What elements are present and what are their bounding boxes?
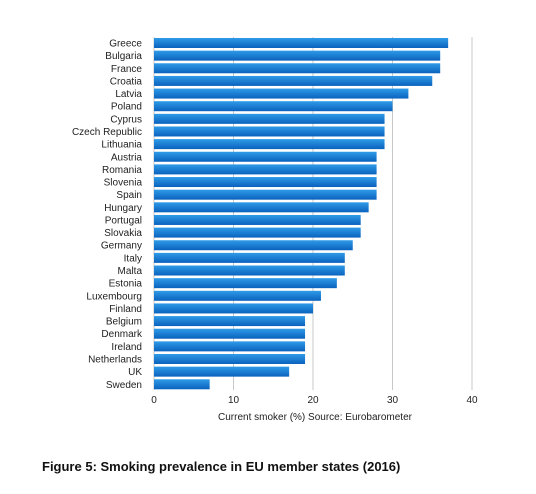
bar [154, 38, 449, 48]
category-label: Ireland [111, 342, 142, 353]
bar [154, 366, 290, 377]
category-label: France [111, 64, 143, 75]
x-tick-label: 40 [466, 395, 478, 406]
bar [154, 227, 361, 238]
category-label: Germany [101, 241, 142, 252]
bar [154, 75, 433, 86]
bar [154, 189, 377, 200]
category-label: Czech Republic [72, 127, 142, 138]
bar [154, 126, 385, 137]
bar [154, 50, 441, 61]
x-tick-label: 10 [228, 395, 240, 406]
bar [154, 328, 306, 339]
category-label: Bulgaria [105, 51, 142, 62]
bar [154, 354, 306, 364]
bar [154, 252, 345, 263]
category-label: Portugal [105, 215, 142, 226]
category-label: Slovenia [104, 178, 143, 189]
figure-caption: Figure 5: Smoking prevalence in EU membe… [42, 459, 401, 474]
bar [154, 164, 377, 175]
bar-chart: GreeceBulgariaFranceCroatiaLatviaPolandC… [72, 37, 478, 423]
category-label: Denmark [101, 329, 143, 340]
category-label: UK [128, 367, 142, 378]
category-label: Estonia [109, 279, 143, 290]
bar [154, 139, 385, 150]
x-tick-labels: 0 10 20 30 40 [151, 395, 478, 406]
bar [154, 63, 441, 74]
bar [154, 265, 345, 276]
x-tick-label: 20 [307, 395, 319, 406]
category-label: Italy [124, 253, 142, 264]
category-label: Latvia [115, 89, 142, 100]
bar [154, 341, 306, 352]
bar [154, 202, 369, 213]
bar [154, 278, 337, 289]
category-label: Poland [111, 102, 142, 113]
bar [154, 316, 306, 327]
bar [154, 303, 313, 314]
category-label: Malta [118, 266, 143, 277]
x-tick-label: 30 [387, 395, 399, 406]
bar [154, 290, 321, 301]
category-label: Slovakia [104, 228, 142, 239]
chart-container: Greece Bulgaria France Croatia Latvia Poland C… [72, 37, 478, 423]
category-label: Lithuania [101, 140, 142, 151]
x-tick-label: 0 [151, 395, 157, 406]
category-label: Netherlands [88, 355, 142, 366]
bar [154, 101, 393, 112]
bar [154, 151, 377, 162]
category-label: Hungary [104, 203, 142, 214]
bar [154, 379, 210, 390]
category-label: Romania [102, 165, 142, 176]
x-axis-label: Current smoker (%) Source: Eurobarometer [218, 412, 413, 423]
category-labels: GreeceBulgariaFranceCroatiaLatviaPolandC… [72, 39, 143, 391]
category-label: Spain [116, 190, 142, 201]
bar [154, 177, 377, 188]
bar-layer [154, 38, 449, 390]
category-label: Cyprus [110, 114, 142, 125]
category-label: Croatia [110, 76, 143, 87]
bar [154, 88, 409, 99]
category-label: Luxembourg [86, 291, 142, 302]
bar [154, 214, 361, 225]
category-label: Austria [111, 152, 143, 163]
bar [154, 113, 385, 124]
bar [154, 240, 353, 251]
category-label: Greece [109, 39, 142, 50]
category-label: Finland [109, 304, 142, 315]
category-label: Belgium [106, 317, 142, 328]
category-label: Sweden [106, 380, 142, 391]
